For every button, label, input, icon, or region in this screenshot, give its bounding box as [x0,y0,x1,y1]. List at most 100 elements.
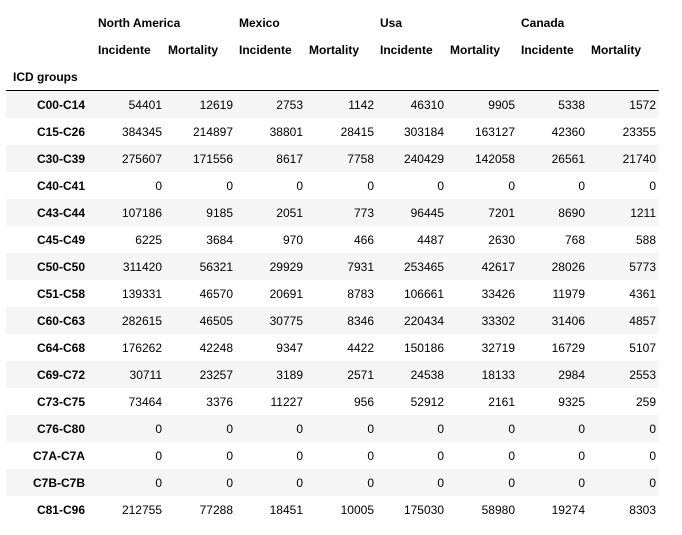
table-cell: 0 [649,448,656,463]
table-cell: 4857 [629,313,656,328]
table-cell: 6225 [135,232,162,247]
table-cell: 142058 [474,151,515,166]
table-cell: 214897 [192,124,233,139]
table-cell: 3189 [276,367,303,382]
table-cell: 0 [367,421,374,436]
table-cell: 384345 [121,124,162,139]
table-cell: 8617 [276,151,303,166]
table-cell: 7931 [347,259,374,274]
table-cell: 4422 [347,340,374,355]
table-cell: 0 [367,475,374,490]
table-cell: 12619 [199,97,233,112]
table-cell: 253465 [403,259,444,274]
table-cell: 466 [353,232,374,247]
table-cell: 9347 [276,340,303,355]
table-cell: 52912 [410,394,444,409]
table-cell: 1572 [629,97,656,112]
column-group-header: Usa [380,15,403,30]
table-cell: 29929 [269,259,303,274]
table-cell: 26561 [551,151,585,166]
table-row: C15-C26 384345 214897 38801 28415 303184 16312… [6,118,659,145]
table-cell: 0 [367,178,374,193]
row-label: C00-C14 [36,97,85,112]
table-cell: 16729 [551,340,585,355]
table-cell: 0 [578,421,585,436]
column-header: Incidente [380,42,433,57]
table-cell: 259 [635,394,656,409]
column-group-header: North America [98,15,181,30]
table-cell: 0 [578,178,585,193]
table-cell: 5107 [629,340,656,355]
table-cell: 33426 [481,286,515,301]
table-cell: 4361 [629,286,656,301]
table-cell: 0 [508,448,515,463]
table-cell: 31406 [551,313,585,328]
table-cell: 46310 [410,97,444,112]
table-cell: 0 [155,178,162,193]
column-group-header: Canada [521,15,565,30]
column-header: Mortality [450,42,501,57]
table-cell: 30775 [269,313,303,328]
table-cell: 30711 [129,367,162,382]
table-row: C7A-C7A 0 0 0 0 0 0 0 0 [6,442,659,469]
table-cell: 24538 [410,367,444,382]
table-cell: 7201 [488,205,515,220]
table-cell: 2051 [276,205,303,220]
table-cell: 176262 [121,340,162,355]
table-cell: 0 [296,178,303,193]
table-header: North America Mexico Usa Canada Incidente Mo… [6,9,659,91]
table-cell: 1142 [348,97,374,112]
table-cell: 0 [508,475,515,490]
column-header: Incidente [98,42,151,57]
table-cell: 0 [508,178,515,193]
table-cell: 139331 [121,286,162,301]
dataframe-container: North America Mexico Usa Canada Incidente Mo… [6,9,659,523]
table-cell: 2161 [488,394,515,409]
table-cell: 3684 [206,232,233,247]
table-cell: 2753 [276,97,303,112]
column-header: Incidente [239,42,292,57]
table-cell: 42360 [551,124,585,139]
row-label: C15-C26 [36,124,85,139]
table-cell: 240429 [403,151,444,166]
table-cell: 0 [437,475,444,490]
table-cell: 46505 [199,313,233,328]
table-cell: 33302 [481,313,515,328]
table-cell: 23355 [622,124,656,139]
column-header: Incidente [521,42,574,57]
table-cell: 10005 [340,502,374,517]
table-cell: 18451 [269,502,303,517]
row-label: C64-C68 [36,340,85,355]
table-row: C64-C68 176262 42248 9347 4422 150186 32719 167… [6,334,659,361]
table-row: C00-C14 54401 12619 2753 1142 46310 9905 5338 15… [6,90,659,118]
table-cell: 46570 [199,286,233,301]
row-label: C7A-C7A [32,448,85,463]
table-cell: 56321 [199,259,233,274]
table-cell: 8690 [558,205,585,220]
table-row: C81-C96 212755 77288 18451 10005 175030 58980 1… [6,496,659,523]
table-row: C40-C41 0 0 0 0 0 0 0 0 [6,172,659,199]
table-cell: 0 [296,421,303,436]
table-cell: 773 [353,205,374,220]
table-cell: 0 [155,475,162,490]
row-label: C30-C39 [36,151,85,166]
table-cell: 18133 [481,367,515,382]
table-cell: 5338 [558,97,585,112]
row-label: C45-C49 [36,232,85,247]
table-cell: 171556 [192,151,233,166]
table-cell: 107186 [121,205,162,220]
table-cell: 8783 [347,286,374,301]
row-label: C60-C63 [36,313,85,328]
table-row: C45-C49 6225 3684 970 466 4487 2630 768 588 [6,226,659,253]
table-cell: 0 [226,178,233,193]
column-header: Mortality [168,42,219,57]
column-header: Mortality [309,42,360,57]
table-cell: 19274 [551,502,585,517]
corner-cell [6,9,95,36]
row-label: C73-C75 [36,394,85,409]
row-label: C40-C41 [36,178,85,193]
table-cell: 588 [635,232,656,247]
table-row: C76-C80 0 0 0 0 0 0 0 0 [6,415,659,442]
table-cell: 0 [649,178,656,193]
table-cell: 0 [578,448,585,463]
